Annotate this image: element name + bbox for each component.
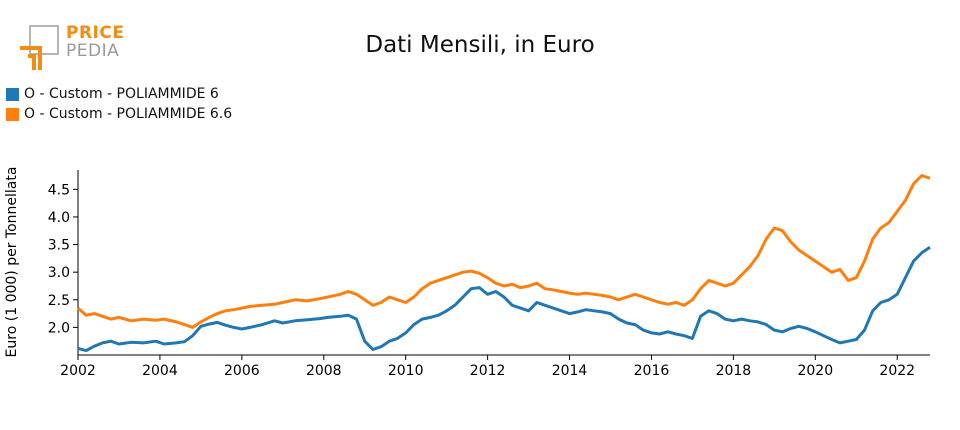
logo-mark-icon <box>20 25 59 70</box>
y-tick-label: 4.5 <box>48 182 70 198</box>
y-tick-label: 2.5 <box>48 293 70 309</box>
legend-item-pa6[interactable]: O - Custom - POLIAMMIDE 6 <box>6 84 232 104</box>
y-tick-label: 3.0 <box>48 265 70 281</box>
series-line-pa66 <box>77 174 931 329</box>
logo-orange-corner-outer <box>20 46 42 70</box>
legend-item-pa66[interactable]: O - Custom - POLIAMMIDE 6.6 <box>6 104 232 124</box>
y-tick-label: 3.5 <box>48 238 70 254</box>
legend-swatch-pa66 <box>6 107 19 121</box>
x-axis: 2002 2004 2006 2008 2010 2012 2014 2016 2018 2020… <box>60 354 930 379</box>
x-tick-label: 2020 <box>797 363 833 379</box>
x-tick-label: 2014 <box>552 363 588 379</box>
legend-label-pa6: O - Custom - POLIAMMIDE 6 <box>24 86 219 102</box>
series-line-pa6 <box>77 246 931 353</box>
x-tick-label: 2006 <box>224 363 260 379</box>
series-group <box>77 174 931 353</box>
legend: O - Custom - POLIAMMIDE 6 O - Custom - P… <box>6 84 232 124</box>
x-tick-label: 2022 <box>879 363 915 379</box>
y-axis: 2.0 2.5 3.0 3.5 4.0 4.5 <box>48 170 79 355</box>
x-tick-label: 2004 <box>142 363 178 379</box>
x-tick-label: 2010 <box>388 363 424 379</box>
chart-title: Dati Mensili, in Euro <box>365 32 595 58</box>
x-tick-label: 2018 <box>716 363 752 379</box>
y-tick-label: 4.0 <box>48 210 70 226</box>
legend-swatch-pa6 <box>6 87 19 101</box>
logo-price-text: PRICE <box>66 23 125 43</box>
logo-gray-square <box>29 25 59 55</box>
logo-orange-corner-inner <box>28 54 36 70</box>
y-axis-title: Euro (1 000) per Tonnellata <box>4 167 20 358</box>
logo-wordmark: PRICE PEDIA <box>66 24 124 60</box>
x-tick-label: 2016 <box>634 363 670 379</box>
legend-label-pa66: O - Custom - POLIAMMIDE 6.6 <box>24 106 233 122</box>
pricepedia-logo: PRICE PEDIA <box>18 24 128 74</box>
y-tick-label: 2.0 <box>48 320 70 336</box>
x-tick-label: 2012 <box>470 363 506 379</box>
x-tick-label: 2002 <box>60 363 96 379</box>
logo-pedia-text: PEDIA <box>66 41 120 61</box>
x-tick-label: 2008 <box>306 363 342 379</box>
